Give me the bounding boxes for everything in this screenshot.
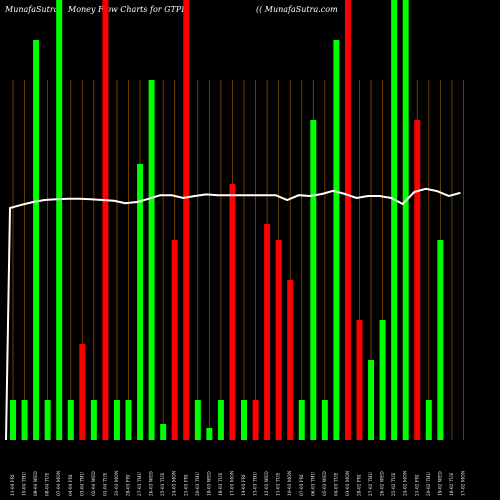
x-tick-label: 18-03 TUE xyxy=(219,473,224,496)
bar xyxy=(79,344,86,440)
bar xyxy=(425,400,432,440)
x-tick-label: 18-02 TUE xyxy=(450,473,455,496)
x-tick-label: 20-03 THU xyxy=(196,472,201,496)
x-tick-label: 08-04 TUE xyxy=(46,473,51,496)
bar xyxy=(356,320,363,440)
bar xyxy=(206,428,213,440)
bar xyxy=(264,224,271,440)
bar xyxy=(113,400,120,440)
x-tick-label: 04-03 TUE xyxy=(334,473,339,496)
x-tick-label: 07-04 MON xyxy=(57,470,62,496)
x-tick-label: 14-03 FRI xyxy=(242,474,247,496)
bar xyxy=(252,400,259,440)
bar xyxy=(160,424,167,440)
x-tick-label: 26-02 WED xyxy=(381,471,386,496)
x-tick-label: 24-02 MON xyxy=(404,470,409,496)
bar xyxy=(379,320,386,440)
x-axis-ticks: 11-04 FRI 10-04 THU 09-04 WED 08-04 TUE 07-0… xyxy=(11,470,466,496)
bar xyxy=(102,0,109,440)
bar xyxy=(344,0,351,440)
bar xyxy=(310,120,317,440)
flow-line-group xyxy=(5,187,461,441)
x-tick-label: 27-02 THU xyxy=(369,472,374,496)
x-tick-label: 04-04 FRI xyxy=(69,474,74,496)
x-tick-label: 07-03 FRI xyxy=(300,474,305,496)
x-tick-label: 27-03 THU xyxy=(138,472,143,496)
x-tick-label: 11-03 TUE xyxy=(277,473,282,496)
x-tick-label: 21-03 FRI xyxy=(184,474,189,496)
x-tick-label: 24-03 MON xyxy=(173,470,178,496)
bar xyxy=(125,400,132,440)
x-tick-label: 20-02 THU xyxy=(427,472,432,496)
x-tick-label: 17-02 MON xyxy=(461,470,466,496)
x-tick-label: 06-03 THU xyxy=(311,472,316,496)
bar xyxy=(414,120,421,440)
bar xyxy=(137,164,144,440)
x-tick-label: 19-03 WED xyxy=(207,471,212,496)
x-tick-label: 03-04 THU xyxy=(80,472,85,496)
site-label: (( MunafaSutra.com xyxy=(256,5,338,14)
bar xyxy=(333,40,340,440)
bar xyxy=(437,240,444,440)
bar xyxy=(194,400,201,440)
bar xyxy=(275,240,282,440)
x-tick-label: 25-03 TUE xyxy=(161,473,166,496)
x-tick-label: 28-03 FRI xyxy=(127,474,132,496)
bar xyxy=(321,400,328,440)
x-tick-label: 10-04 THU xyxy=(23,472,28,496)
x-tick-label: 25-02 TUE xyxy=(392,473,397,496)
x-tick-label: 11-04 FRI xyxy=(11,474,16,496)
x-tick-label: 03-03 MON xyxy=(346,470,351,496)
bar xyxy=(90,400,97,440)
x-tick-label: 13-03 THU xyxy=(254,472,259,496)
x-tick-label: 09-04 WED xyxy=(34,471,39,496)
x-tick-label: 21-02 FRI xyxy=(415,474,420,496)
x-tick-label: 05-03 WED xyxy=(323,471,328,496)
bar xyxy=(241,400,247,440)
bar xyxy=(402,0,409,440)
bar xyxy=(217,400,224,440)
bar xyxy=(21,400,28,440)
bar xyxy=(33,40,40,440)
bar xyxy=(298,400,305,440)
x-tick-label: 28-02 FRI xyxy=(358,474,363,496)
bar xyxy=(229,184,236,440)
bar xyxy=(391,0,398,440)
chart-title: Money Flow Charts for GTPE xyxy=(67,5,187,14)
bar xyxy=(183,0,190,440)
bar xyxy=(368,360,375,440)
bar xyxy=(287,280,294,440)
money-flow-bars xyxy=(10,0,444,440)
x-tick-label: 31-03 MON xyxy=(115,470,120,496)
bar xyxy=(171,240,178,440)
x-tick-label: 26-03 WED xyxy=(150,471,155,496)
x-tick-label: 17-03 MON xyxy=(230,470,235,496)
x-tick-label: 02-04 WED xyxy=(92,471,97,496)
x-tick-label: 10-03 MON xyxy=(288,470,293,496)
flow-line xyxy=(5,187,461,441)
x-tick-label: 01-04 TUE xyxy=(103,473,108,496)
bar xyxy=(56,0,63,440)
bar xyxy=(148,80,155,440)
bar xyxy=(44,400,51,440)
bar xyxy=(10,400,16,440)
bar xyxy=(67,400,74,440)
x-tick-label: 19-02 WED xyxy=(438,471,443,496)
brand-label: MunafaSutra xyxy=(4,5,59,14)
x-tick-label: 12-03 WED xyxy=(265,471,270,496)
